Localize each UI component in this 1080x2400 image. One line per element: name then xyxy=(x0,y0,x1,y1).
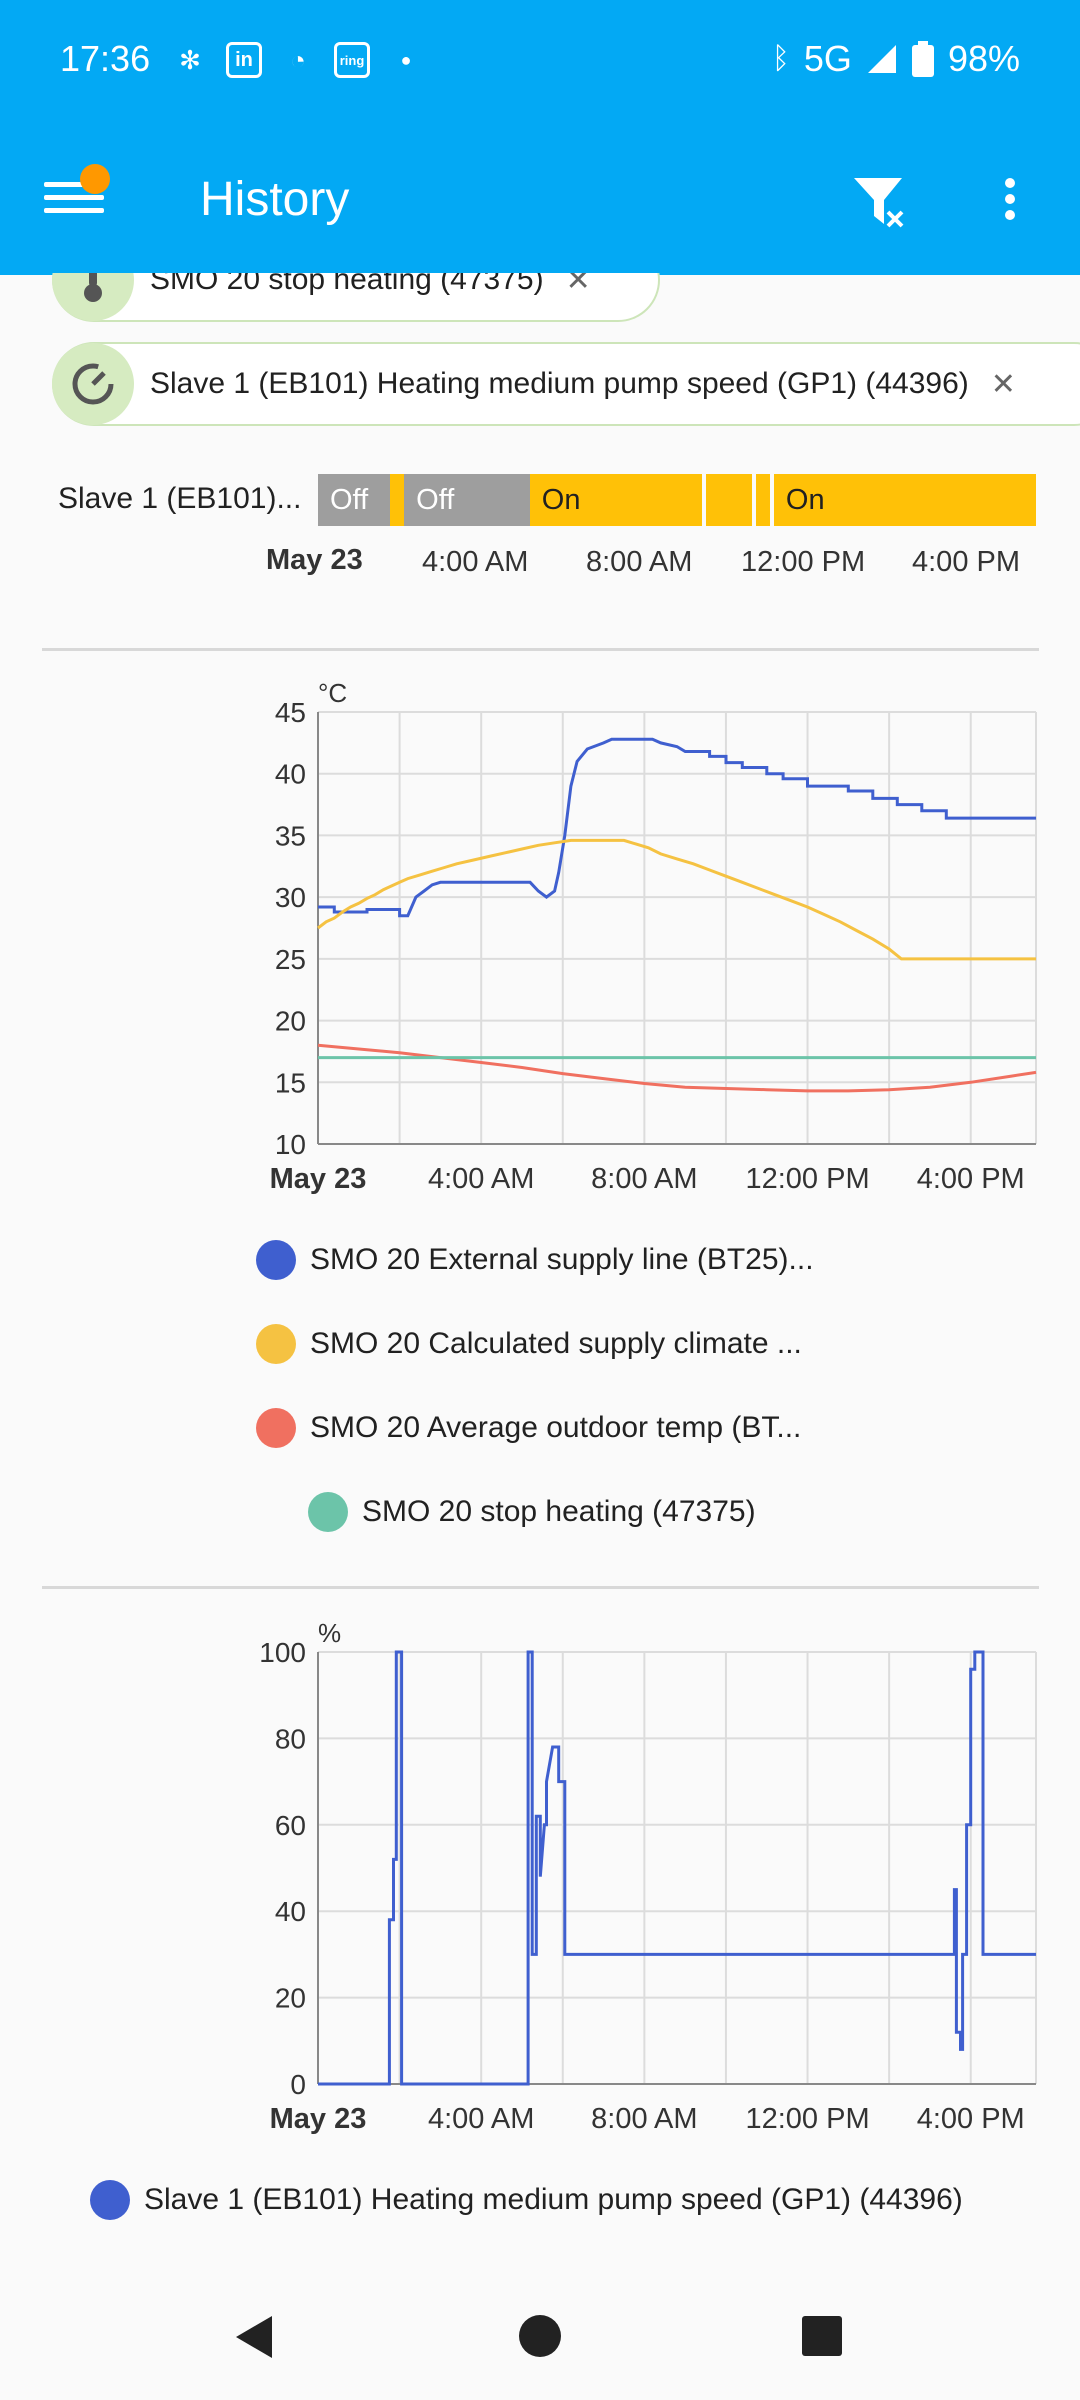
legend-item[interactable]: SMO 20 stop heating (47375) xyxy=(308,1492,756,1532)
bluetooth-icon: ᛒ xyxy=(771,42,790,75)
y-axis-unit: °C xyxy=(318,678,347,708)
legend-dot xyxy=(256,1240,296,1280)
app-bar: History xyxy=(0,128,1080,275)
menu-button[interactable] xyxy=(44,174,104,224)
more-options-button[interactable] xyxy=(990,172,1030,232)
y-tick-label: 15 xyxy=(275,1067,306,1098)
timeline-segment-on[interactable]: On xyxy=(529,474,703,526)
x-tick-label: 8:00 AM xyxy=(591,1163,697,1195)
y-tick-label: 20 xyxy=(275,1983,306,2014)
fan-icon: ✻ xyxy=(179,44,201,75)
timeline-x-label: 8:00 AM xyxy=(586,546,693,578)
y-tick-label: 40 xyxy=(275,759,306,790)
y-tick-label: 20 xyxy=(275,1006,306,1037)
legend-dot xyxy=(308,1492,348,1532)
timeline-entity-name: Slave 1 (EB101)... xyxy=(58,482,302,515)
pump-speed-chart[interactable]: 100 80 60 40 20 0% May 23 4:00 AM 8:00 AM 12:00 P… xyxy=(0,1600,1080,2140)
timeline-x-label: 4:00 PM xyxy=(912,546,1020,578)
dot-icon: ● xyxy=(400,49,412,70)
series-line[interactable] xyxy=(318,737,1036,918)
legend-label: SMO 20 stop heating (47375) xyxy=(362,1495,756,1528)
navigation-bar xyxy=(0,2270,1080,2400)
x-tick-label: 4:00 PM xyxy=(917,2103,1025,2135)
legend-label: Slave 1 (EB101) Heating medium pump spee… xyxy=(144,2183,963,2216)
home-icon[interactable] xyxy=(518,2314,562,2358)
close-icon[interactable]: ✕ xyxy=(990,367,1016,401)
timeline-segment-on[interactable] xyxy=(755,474,771,526)
status-time: 17:36 xyxy=(60,38,151,79)
timeline-segment-off[interactable]: Off xyxy=(318,474,390,526)
x-tick-label: 12:00 PM xyxy=(745,1163,869,1195)
chip-label: Slave 1 (EB101) Heating medium pump spee… xyxy=(150,367,969,400)
top-bar: 17:36 ✻ in ◔ ring ● ᛒ 5G 98% History xyxy=(0,0,1080,275)
series-line[interactable] xyxy=(318,1650,1036,2086)
notification-icons: ✻ in ◔ ring ● xyxy=(172,42,424,78)
legend-dot xyxy=(256,1324,296,1364)
filter-chip-pump-speed[interactable]: Slave 1 (EB101) Heating medium pump spee… xyxy=(52,342,1080,426)
y-tick-label: 40 xyxy=(275,1896,306,1927)
x-tick-label: 4:00 PM xyxy=(917,1163,1025,1195)
legend-label: SMO 20 Calculated supply climate ... xyxy=(310,1327,802,1360)
notification-badge xyxy=(80,164,110,194)
timeline-segment-on[interactable] xyxy=(389,474,405,526)
y-tick-label: 100 xyxy=(259,1637,306,1668)
network-type: 5G xyxy=(803,38,852,79)
legend-item[interactable]: SMO 20 Average outdoor temp (BT... xyxy=(256,1408,801,1448)
chip-label: SMO 20 stop heating (47375) xyxy=(150,263,544,296)
clear-filter-button[interactable] xyxy=(850,172,910,232)
state-timeline-bar[interactable]: Off Off On On xyxy=(318,474,1036,526)
timeline-segment-off[interactable]: Off xyxy=(404,474,530,526)
timeline-x-label: 12:00 PM xyxy=(741,546,866,578)
y-tick-label: 80 xyxy=(275,1723,306,1754)
temperature-chart[interactable]: 45 40 35 30 25 20 15 10 °C May 23 4:00 AM 8:00 AM 12… xyxy=(0,660,1080,1220)
divider xyxy=(42,1586,1039,1589)
y-tick-label: 30 xyxy=(275,882,306,913)
x-tick-label: 12:00 PM xyxy=(745,2103,869,2135)
timeline-segment-on[interactable]: On xyxy=(773,474,1036,526)
timeline-x-label: May 23 xyxy=(266,544,363,576)
system-status: ᛒ 5G 98% xyxy=(772,38,1020,80)
y-tick-label: 25 xyxy=(275,944,306,975)
series-line[interactable] xyxy=(317,1043,1037,1093)
gauge-icon xyxy=(52,343,134,425)
chat-icon: ◔ xyxy=(290,44,306,75)
legend-item[interactable]: SMO 20 External supply line (BT25)... xyxy=(256,1240,814,1280)
recents-icon[interactable] xyxy=(802,2316,842,2356)
ring-icon: ring xyxy=(334,42,370,78)
x-tick-label: May 23 xyxy=(270,2103,367,2135)
filter-clear-icon xyxy=(854,178,904,228)
status-bar: 17:36 ✻ in ◔ ring ● ᛒ 5G 98% xyxy=(0,0,1080,128)
y-axis-unit: % xyxy=(318,1618,341,1648)
battery-icon xyxy=(911,41,934,77)
legend-label: SMO 20 External supply line (BT25)... xyxy=(310,1243,814,1276)
divider xyxy=(42,648,1039,651)
legend-label: SMO 20 Average outdoor temp (BT... xyxy=(310,1411,802,1444)
y-tick-label: 10 xyxy=(275,1129,306,1160)
legend-item[interactable]: Slave 1 (EB101) Heating medium pump spee… xyxy=(90,2180,963,2220)
series-line[interactable] xyxy=(317,838,1036,961)
x-tick-label: 4:00 AM xyxy=(428,2103,534,2135)
legend-dot xyxy=(256,1408,296,1448)
legend-item[interactable]: SMO 20 Calculated supply climate ... xyxy=(256,1324,802,1364)
filter-chip-stop-heating[interactable]: SMO 20 stop heating (47375) ✕ xyxy=(52,263,660,322)
battery-level: 98% xyxy=(947,38,1020,79)
legend-dot xyxy=(90,2180,130,2220)
y-tick-label: 45 xyxy=(275,697,306,728)
timeline-segment-on[interactable] xyxy=(705,474,753,526)
x-tick-label: 4:00 AM xyxy=(428,1163,534,1195)
page-title: History xyxy=(200,173,350,226)
back-icon[interactable] xyxy=(232,2314,278,2360)
linkedin-icon: in xyxy=(226,42,262,78)
y-tick-label: 0 xyxy=(290,2069,306,2100)
x-tick-label: 8:00 AM xyxy=(591,2103,697,2135)
y-tick-label: 35 xyxy=(275,820,306,851)
x-tick-label: May 23 xyxy=(270,1163,367,1195)
signal-icon xyxy=(867,45,896,73)
y-tick-label: 60 xyxy=(275,1810,306,1841)
timeline-x-label: 4:00 AM xyxy=(422,546,529,578)
close-icon[interactable]: ✕ xyxy=(565,263,591,297)
